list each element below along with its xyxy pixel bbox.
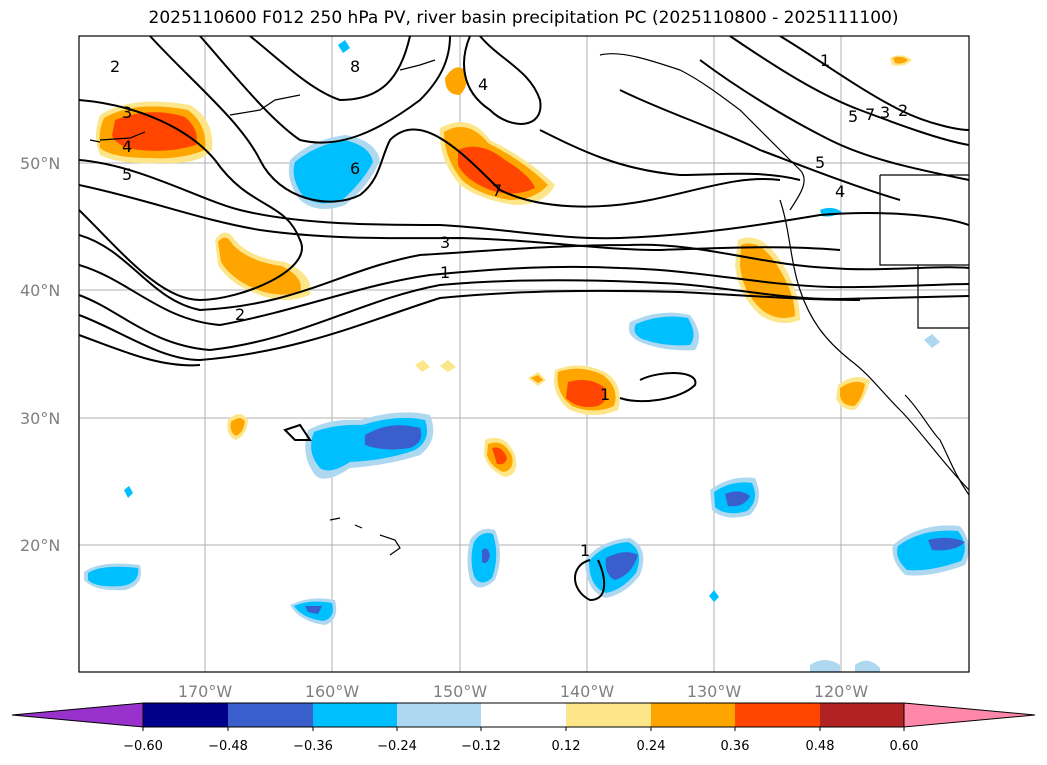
lon-label-160w: 160°W [305,682,360,701]
neg-region [928,537,965,551]
colorbar-bin [228,703,313,727]
pos-region [492,447,507,465]
neg-region [305,606,322,614]
graticule [79,36,969,672]
neg-region [634,316,694,346]
neg-region [338,40,350,53]
pos-region [893,56,908,64]
pos-region [112,112,197,151]
map-title: 2025110600 F012 250 hPa PV, river basin … [148,8,899,28]
pos-region [445,67,467,95]
pv-contours [79,36,969,602]
colorbar-bin [397,703,481,727]
neg-region [855,660,880,672]
colorbar-extend-low [11,702,144,728]
contour-label: 2 [898,101,908,120]
contour-label: 4 [478,75,488,94]
lat-label-50n: 50°N [20,154,60,173]
neg-region [810,660,840,672]
pos-region [230,418,245,436]
neg-region [482,548,490,564]
lon-label-130w: 130°W [687,682,742,701]
lon-label-120w: 120°W [814,682,869,701]
contour-label: 7 [865,105,875,124]
colorbar-tick-label: −0.60 [123,739,163,754]
colorbar-frame [142,702,905,728]
pos-region [840,381,865,406]
colorbar-bin [820,703,904,727]
positive-precip-regions [96,55,912,477]
colorbar-bin [651,703,735,727]
colorbar-bin [481,703,566,727]
latitude-labels: 50°N 40°N 30°N 20°N [20,154,60,555]
colorbar-tick-label: 0.36 [721,739,750,754]
colorbar-tick-label: −0.24 [377,739,417,754]
pos-region [440,360,456,372]
contour-label: 2 [110,57,120,76]
colorbar: −0.60 −0.48 −0.36 −0.24 −0.12 0.12 0.24 … [11,702,1036,754]
contour-labels: 2 8 3 4 5 6 7 3 1 2 1 4 5 7 2 3 1 1 5 4 [110,51,908,560]
neg-region [88,566,139,587]
longitude-labels: 170°W 160°W 150°W 140°W 130°W 120°W [178,682,869,701]
lat-label-30n: 30°N [20,409,60,428]
contour-label: 1 [820,51,830,70]
contour-label: 8 [350,57,360,76]
colorbar-tick-label: −0.48 [208,739,248,754]
colorbar-bin [566,703,651,727]
colorbar-tick-label: 0.24 [637,739,666,754]
neg-region [924,334,940,348]
neg-region [725,491,750,507]
lon-label-170w: 170°W [178,682,233,701]
neg-region [605,552,638,580]
pos-region [740,243,795,318]
contour-label: 5 [848,107,858,126]
pos-region [531,375,543,383]
colorbar-tick-label: 0.48 [806,739,835,754]
neg-region [124,486,133,498]
contour-label: 5 [122,165,132,184]
contour-label: 2 [235,305,245,324]
contour-label: 3 [880,103,890,122]
contour-label: 6 [350,159,360,178]
contour-label: 1 [580,541,590,560]
lon-label-140w: 140°W [560,682,615,701]
colorbar-bin [143,703,228,727]
colorbar-extend-high [903,702,1036,728]
contour-label: 3 [122,103,132,122]
contour-label: 4 [122,137,132,156]
colorbar-bin [735,703,820,727]
contour-label: 4 [835,182,845,201]
colorbar-bin [313,703,397,727]
contour-label: 5 [815,153,825,172]
pos-region [458,146,535,194]
pos-region [415,360,430,372]
lat-label-40n: 40°N [20,281,60,300]
coastlines [89,53,969,556]
colorbar-tick-label: −0.12 [461,739,501,754]
pos-region [566,380,607,407]
contour-label: 1 [600,385,610,404]
map-frame [78,35,970,673]
neg-region [709,590,719,602]
contour-label: 3 [440,233,450,252]
lon-label-150w: 150°W [433,682,488,701]
colorbar-tick-label: 0.12 [552,739,581,754]
colorbar-tick-label: 0.60 [890,739,919,754]
lat-label-20n: 20°N [20,536,60,555]
colorbar-tick-label: −0.36 [293,739,333,754]
neg-region [293,140,373,204]
negative-precip-regions [84,40,969,672]
pos-region [218,237,301,295]
neg-region [365,425,422,450]
contour-label: 1 [440,263,450,282]
contour-label: 7 [492,181,502,200]
